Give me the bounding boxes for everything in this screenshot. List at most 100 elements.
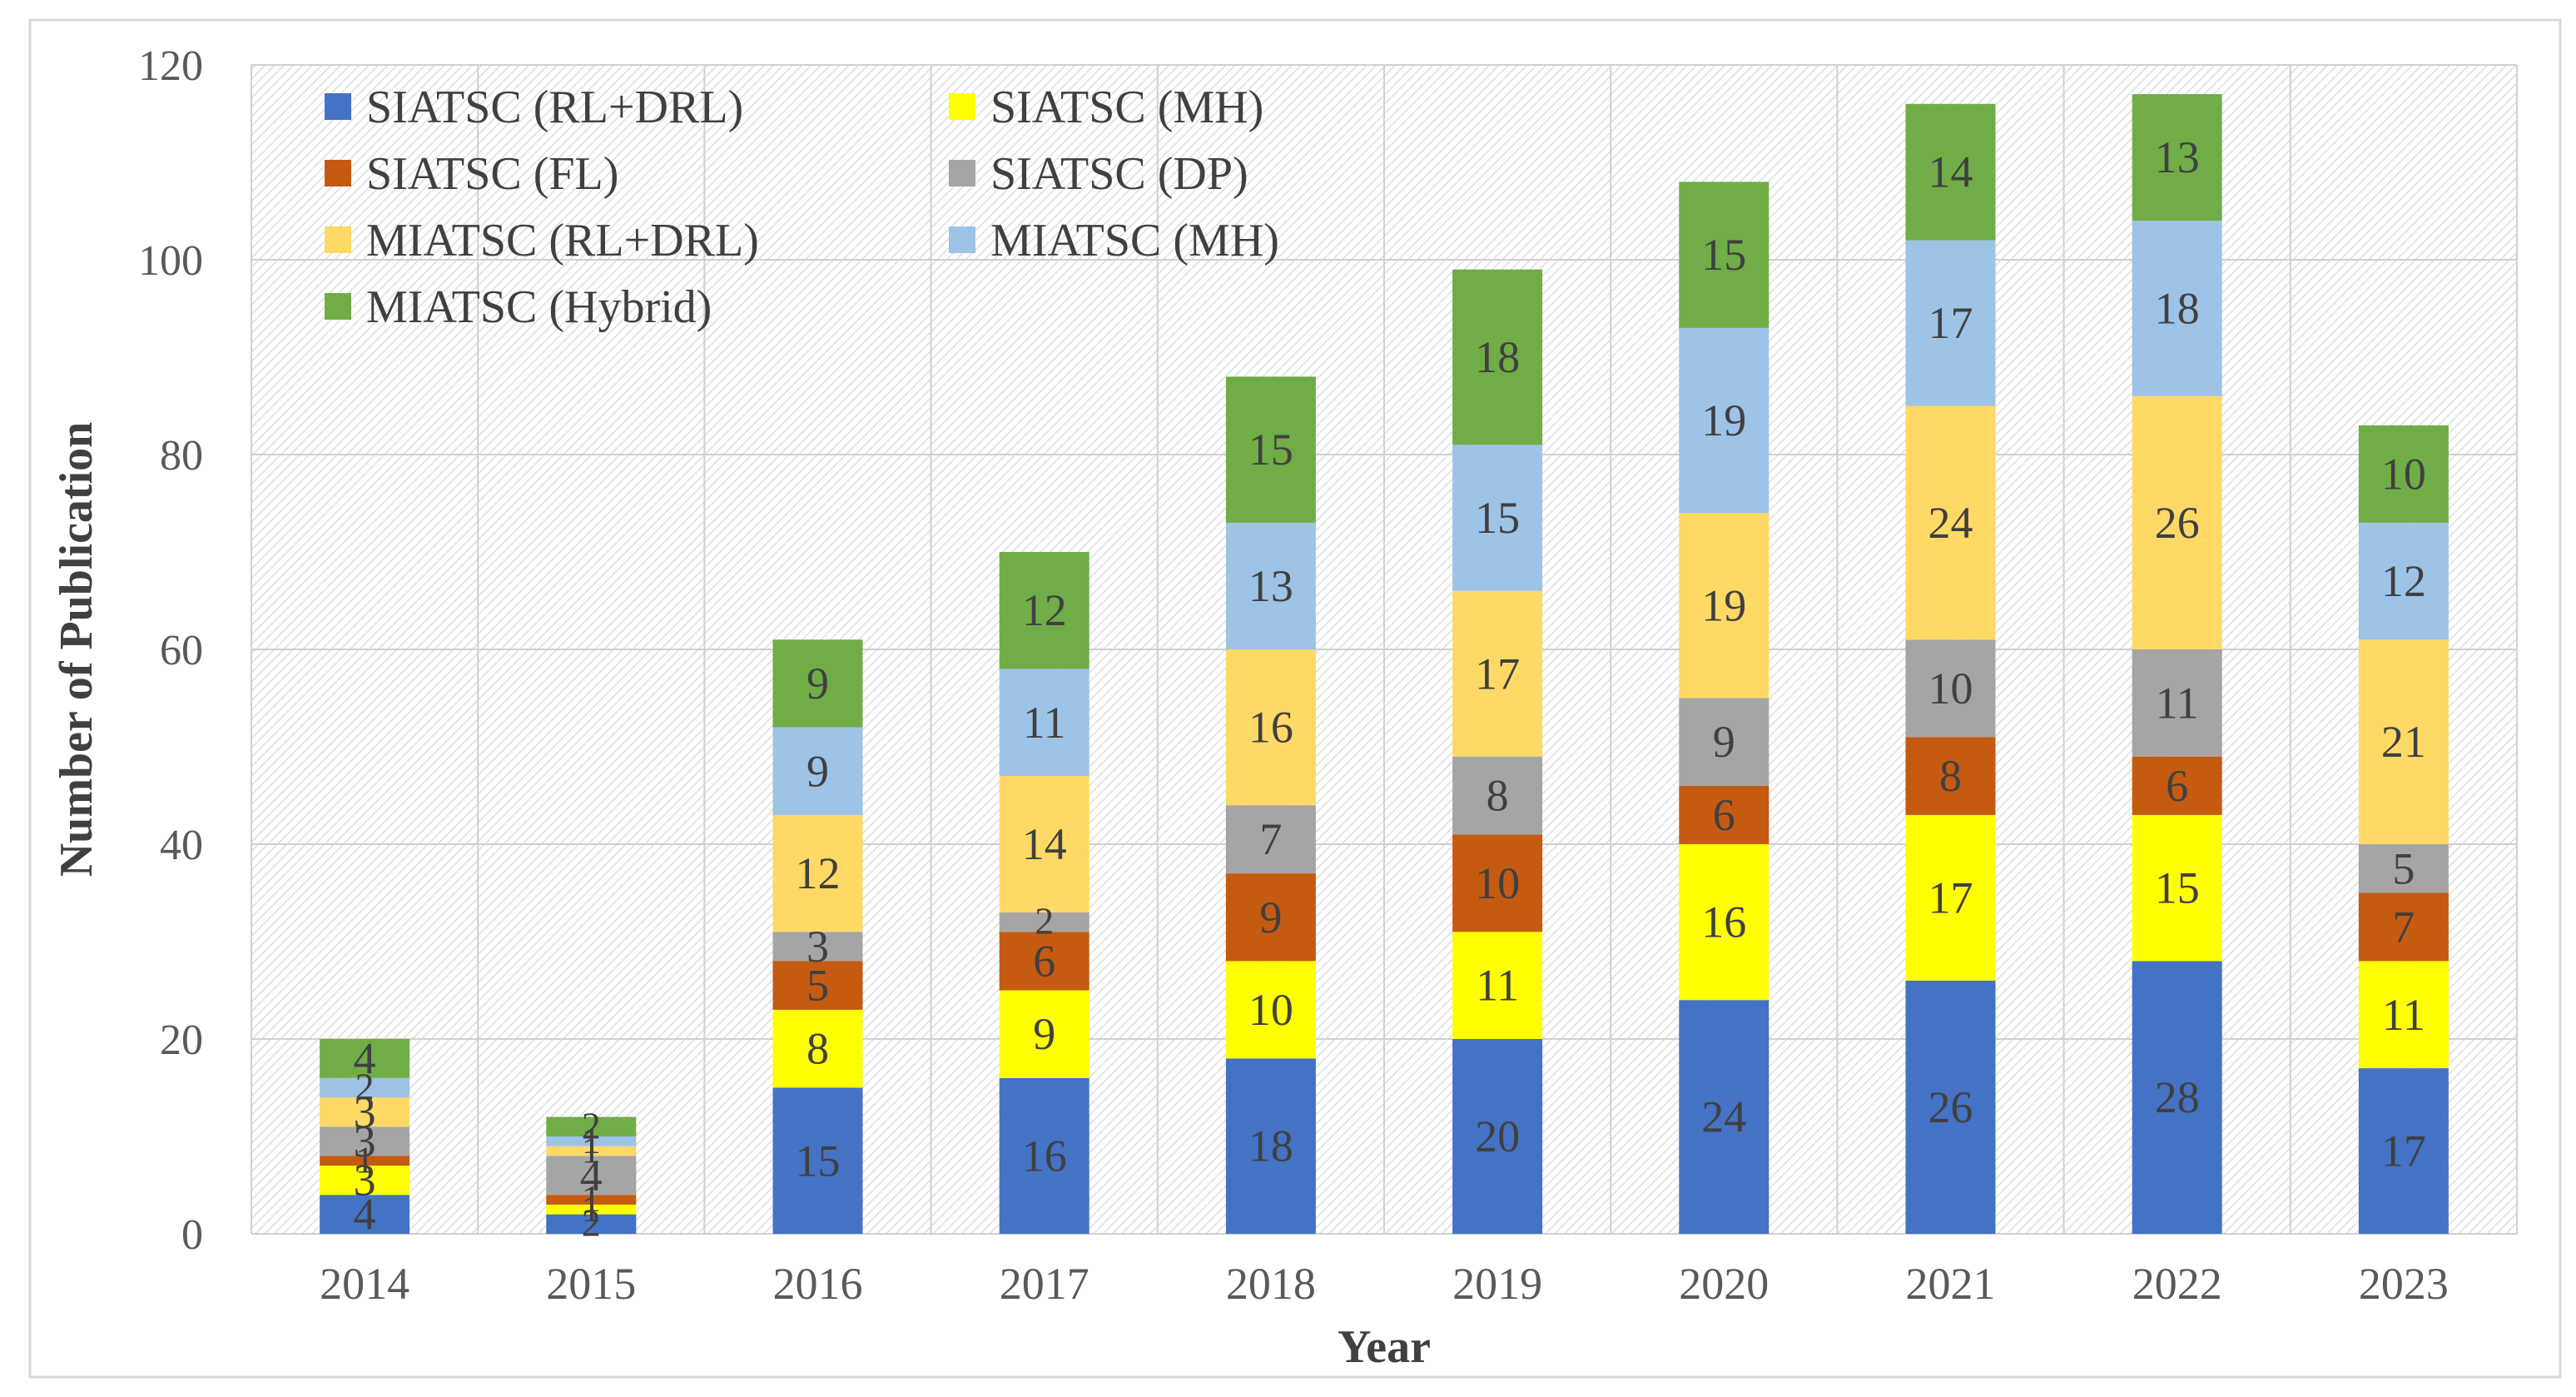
bar-segment [999, 552, 1089, 669]
bar-segment [2358, 1068, 2449, 1234]
legend-swatch [949, 160, 975, 186]
legend-label: SIATSC (RL+DRL) [366, 82, 743, 133]
bar-data-label: 2 [355, 1066, 375, 1108]
bar-segment [1679, 785, 1769, 844]
bar-data-label: 10 [1475, 858, 1520, 908]
x-tick-label: 2018 [1226, 1259, 1316, 1309]
bar-data-label: 10 [2381, 449, 2426, 499]
bar-data-label: 6 [1713, 790, 1735, 840]
bar-segment [1452, 834, 1543, 932]
bar-segment [772, 1009, 863, 1088]
bar-segment [1225, 873, 1316, 962]
bar-data-label: 3 [354, 1087, 376, 1137]
bar-segment [1679, 513, 1769, 698]
bar-segment [1452, 1039, 1543, 1234]
bar-segment [1225, 1058, 1316, 1234]
bar-data-label: 4 [354, 1190, 376, 1240]
bar-segment [320, 1077, 410, 1098]
legend-label: SIATSC (MH) [990, 82, 1263, 133]
y-tick-label: 0 [181, 1211, 203, 1259]
bar-data-label: 18 [1475, 332, 1520, 382]
x-tick-label: 2022 [2132, 1259, 2222, 1309]
bar-data-label: 14 [1928, 147, 1973, 197]
bar-data-label: 13 [2155, 132, 2200, 182]
y-tick-label: 60 [160, 627, 203, 674]
bar-data-label: 13 [1248, 561, 1293, 611]
bar-data-label: 12 [1022, 585, 1067, 635]
bar-data-label: 9 [1259, 892, 1282, 942]
legend-item: MIATSC (Hybrid) [325, 281, 712, 333]
bar-segment [320, 1039, 410, 1078]
bar-data-label: 15 [1475, 493, 1520, 543]
y-axis-label: Number of Publication [51, 422, 102, 877]
legend-label: MIATSC (MH) [990, 215, 1279, 266]
legend-item: SIATSC (MH) [949, 82, 1263, 133]
bar-segment [1905, 103, 1996, 241]
bar-segment [546, 1156, 637, 1196]
bar-data-label: 15 [796, 1136, 841, 1186]
legend-swatch [325, 160, 351, 186]
bar-data-label: 3 [354, 1116, 376, 1166]
bar-data-label: 16 [1022, 1131, 1067, 1181]
bar-segment [1905, 639, 1996, 738]
bar-data-label: 7 [2392, 902, 2415, 952]
x-axis-label: Year [1338, 1321, 1431, 1373]
bar-segment [2132, 649, 2222, 757]
bar-segment [2132, 814, 2222, 962]
legend-item: SIATSC (RL+DRL) [325, 82, 743, 133]
bar-data-labels: 4313324211411215853129916962141112181097… [354, 132, 2426, 1244]
bar-segment [772, 1087, 863, 1234]
bar-data-label: 26 [1928, 1082, 1973, 1132]
bar-data-label: 1 [582, 1177, 601, 1220]
bar-data-label: 15 [1701, 230, 1746, 280]
bar-data-label: 12 [2381, 556, 2426, 606]
bar-data-label: 1 [355, 1138, 375, 1181]
legend-swatch [325, 293, 351, 320]
bar-segment [1905, 405, 1996, 640]
x-tick-label: 2017 [1000, 1259, 1089, 1309]
legend-item: MIATSC (RL+DRL) [325, 215, 759, 266]
bar-data-label: 9 [1033, 1009, 1055, 1059]
bar-data-label: 11 [2382, 990, 2425, 1040]
bar-segment [999, 1077, 1089, 1234]
bar-segment [2358, 892, 2449, 962]
y-tick-label: 80 [160, 432, 203, 480]
bar-data-label: 2 [1035, 900, 1054, 942]
bar-data-label: 24 [1928, 498, 1973, 548]
bar-segment [546, 1204, 637, 1215]
bar-data-label: 10 [1928, 664, 1973, 713]
bar-segment [1905, 814, 1996, 981]
bar-segment [1452, 932, 1543, 1039]
bar-data-label: 1 [582, 1119, 601, 1161]
bar-segment [320, 1195, 410, 1234]
bar-data-label: 7 [1259, 814, 1282, 864]
bar-segment [320, 1126, 410, 1156]
x-tick-label: 2014 [320, 1259, 409, 1309]
bar-segment [1225, 376, 1316, 523]
y-tick-label: 120 [138, 42, 203, 90]
x-tick-label: 2021 [1906, 1259, 1996, 1309]
bar-segment [1225, 805, 1316, 874]
bar-data-label: 18 [1248, 1121, 1293, 1171]
bar-segment [2132, 221, 2222, 396]
bar-segment [2132, 94, 2222, 221]
legend-item: SIATSC (FL) [325, 148, 618, 200]
bar-segment [1905, 240, 1996, 406]
bar-data-label: 24 [1701, 1092, 1746, 1142]
bar-data-label: 2 [582, 1104, 601, 1146]
bar-segment [999, 912, 1089, 932]
bar-segment [546, 1195, 637, 1205]
bar-data-label: 28 [2155, 1072, 2200, 1122]
bar-data-label: 17 [1475, 649, 1520, 698]
bar-segment [1225, 522, 1316, 649]
bar-segment [2358, 844, 2449, 893]
bar-segment [999, 990, 1089, 1078]
bar-segment [772, 961, 863, 1010]
bar-segment [2132, 961, 2222, 1234]
bar-data-label: 8 [1487, 771, 1509, 821]
y-tick-label: 20 [160, 1017, 203, 1064]
legend-item: SIATSC (DP) [949, 148, 1248, 200]
x-tick-label: 2015 [546, 1259, 636, 1309]
y-axis-ticks: 0 20 40 60 80 100 120 [138, 42, 203, 1259]
bar-segment [320, 1166, 410, 1196]
